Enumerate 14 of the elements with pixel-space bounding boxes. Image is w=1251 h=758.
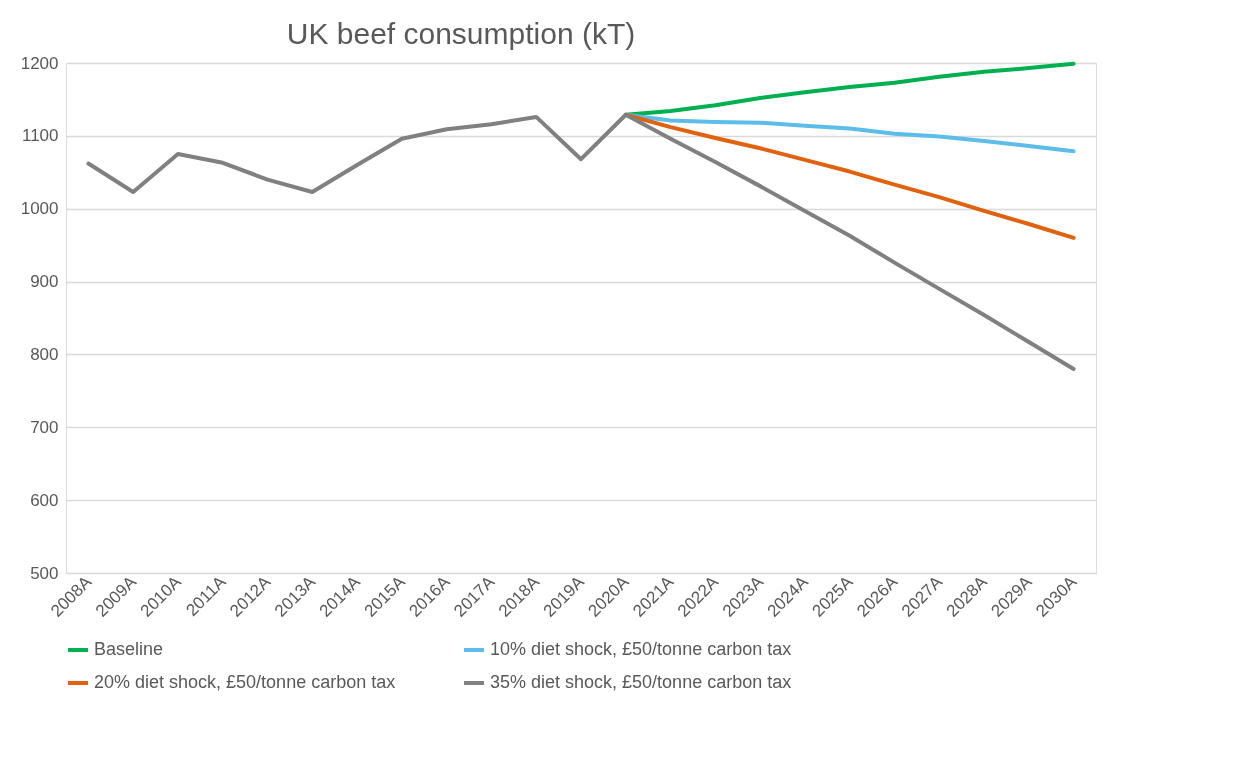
- y-tick-label: 600: [30, 490, 59, 510]
- y-tick-label: 1100: [21, 126, 59, 146]
- y-tick-label: 1200: [20, 53, 59, 73]
- y-tick-label: 800: [30, 344, 59, 364]
- y-tick-label: 900: [30, 272, 59, 292]
- chart-title: UK beef consumption (kT): [286, 17, 636, 50]
- y-tick-label: 700: [30, 417, 59, 437]
- legend-label: Baseline: [94, 639, 164, 659]
- y-tick-label: 1000: [20, 199, 59, 219]
- legend-label: 35% diet shock, £50/tonne carbon tax: [490, 672, 792, 692]
- y-tick-label: 500: [30, 563, 59, 583]
- legend-label: 10% diet shock, £50/tonne carbon tax: [490, 639, 792, 659]
- legend-label: 20% diet shock, £50/tonne carbon tax: [94, 672, 396, 692]
- line-series: [86, 112, 1076, 371]
